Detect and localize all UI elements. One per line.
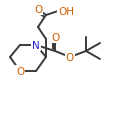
Text: O: O (66, 53, 74, 62)
Text: OH: OH (58, 7, 74, 17)
Text: O: O (51, 33, 59, 43)
Text: N: N (32, 41, 40, 51)
Text: O: O (16, 66, 24, 76)
Text: O: O (34, 5, 42, 15)
